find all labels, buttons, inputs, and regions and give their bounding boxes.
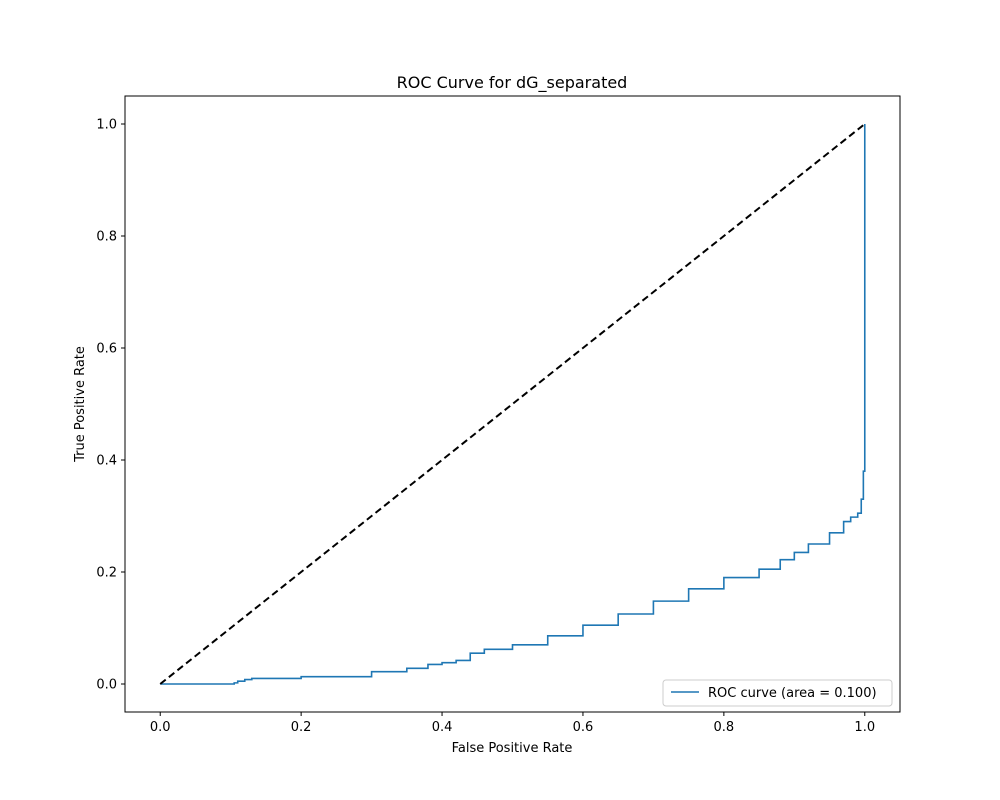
y-tick-label: 0.2 — [96, 566, 117, 581]
chart-title: ROC Curve for dG_separated — [397, 73, 628, 93]
x-tick-label: 0.4 — [432, 720, 453, 735]
legend: ROC curve (area = 0.100) — [663, 680, 892, 706]
y-tick-label: 1.0 — [96, 118, 117, 133]
y-tick-label: 0.0 — [96, 678, 117, 693]
x-tick-label: 0.8 — [714, 720, 735, 735]
x-tick-label: 0.0 — [150, 720, 171, 735]
x-tick-label: 0.2 — [291, 720, 312, 735]
y-tick-label: 0.6 — [96, 342, 117, 357]
x-axis-label: False Positive Rate — [452, 741, 573, 756]
x-tick-label: 1.0 — [854, 720, 875, 735]
y-tick-label: 0.4 — [96, 454, 117, 469]
y-axis-label: True Positive Rate — [73, 346, 88, 463]
y-tick-label: 0.8 — [96, 230, 117, 245]
x-tick-label: 0.6 — [573, 720, 594, 735]
legend-label: ROC curve (area = 0.100) — [708, 686, 877, 701]
